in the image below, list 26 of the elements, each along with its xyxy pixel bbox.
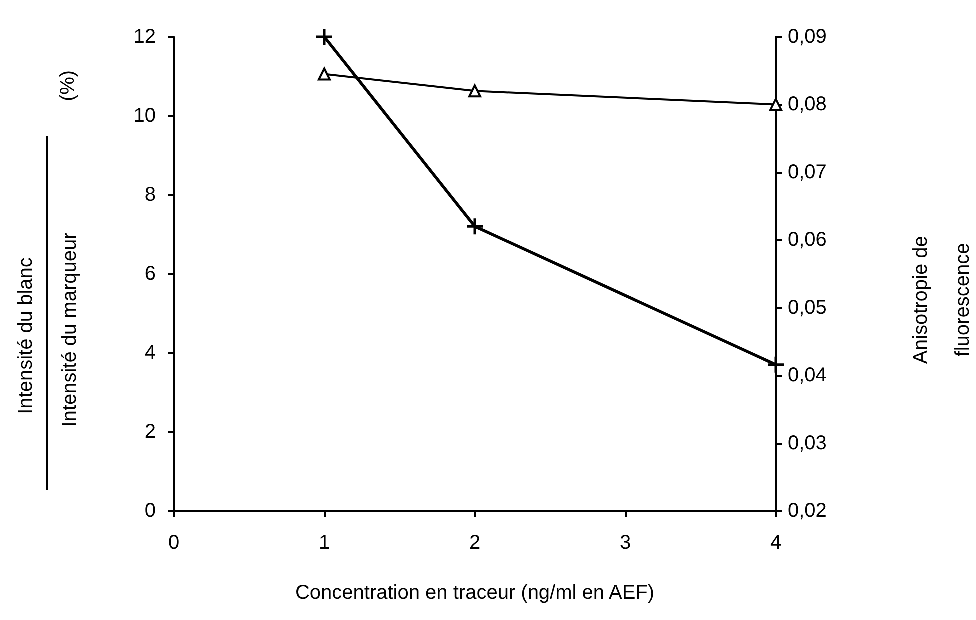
point xyxy=(466,217,484,236)
y-tick-label: 8 xyxy=(144,184,156,206)
y2-tick-label: 0,05 xyxy=(788,296,827,319)
y-tick-label: 4 xyxy=(144,342,156,364)
y2-tick-label: 0,06 xyxy=(788,229,827,252)
point xyxy=(315,28,334,46)
y-tick-label: 6 xyxy=(144,263,156,285)
y-tick-label: 2 xyxy=(144,421,156,443)
x-tick-label: 2 xyxy=(469,532,481,554)
x-tick-label: 3 xyxy=(620,532,632,554)
x-axis-title: Concentration en traceur (ng/ml en AEF) xyxy=(295,582,655,604)
text: Intensité du blanc Intensité du marqueur (%) xyxy=(15,70,81,428)
point xyxy=(766,356,786,374)
y2-tick-label: 0,08 xyxy=(788,94,827,116)
x-tick-label: 0 xyxy=(168,532,180,554)
y2-tick-label: 0,04 xyxy=(788,364,827,387)
y-tick-label: 0 xyxy=(144,500,156,522)
y2-tick-label: 0,09 xyxy=(788,26,827,48)
x-tick-label: 4 xyxy=(770,532,782,554)
x-tick-label: 1 xyxy=(318,532,330,554)
y2-axis-title: Anisotropie de fluorescence xyxy=(910,236,974,364)
y2-tick-label: 0,02 xyxy=(788,500,827,522)
y2-tick-label: 0,07 xyxy=(788,161,827,184)
y-tick-label: 10 xyxy=(134,105,156,127)
y-tick-label: 12 xyxy=(134,26,156,48)
y2-tick-label: 0,03 xyxy=(788,432,827,454)
